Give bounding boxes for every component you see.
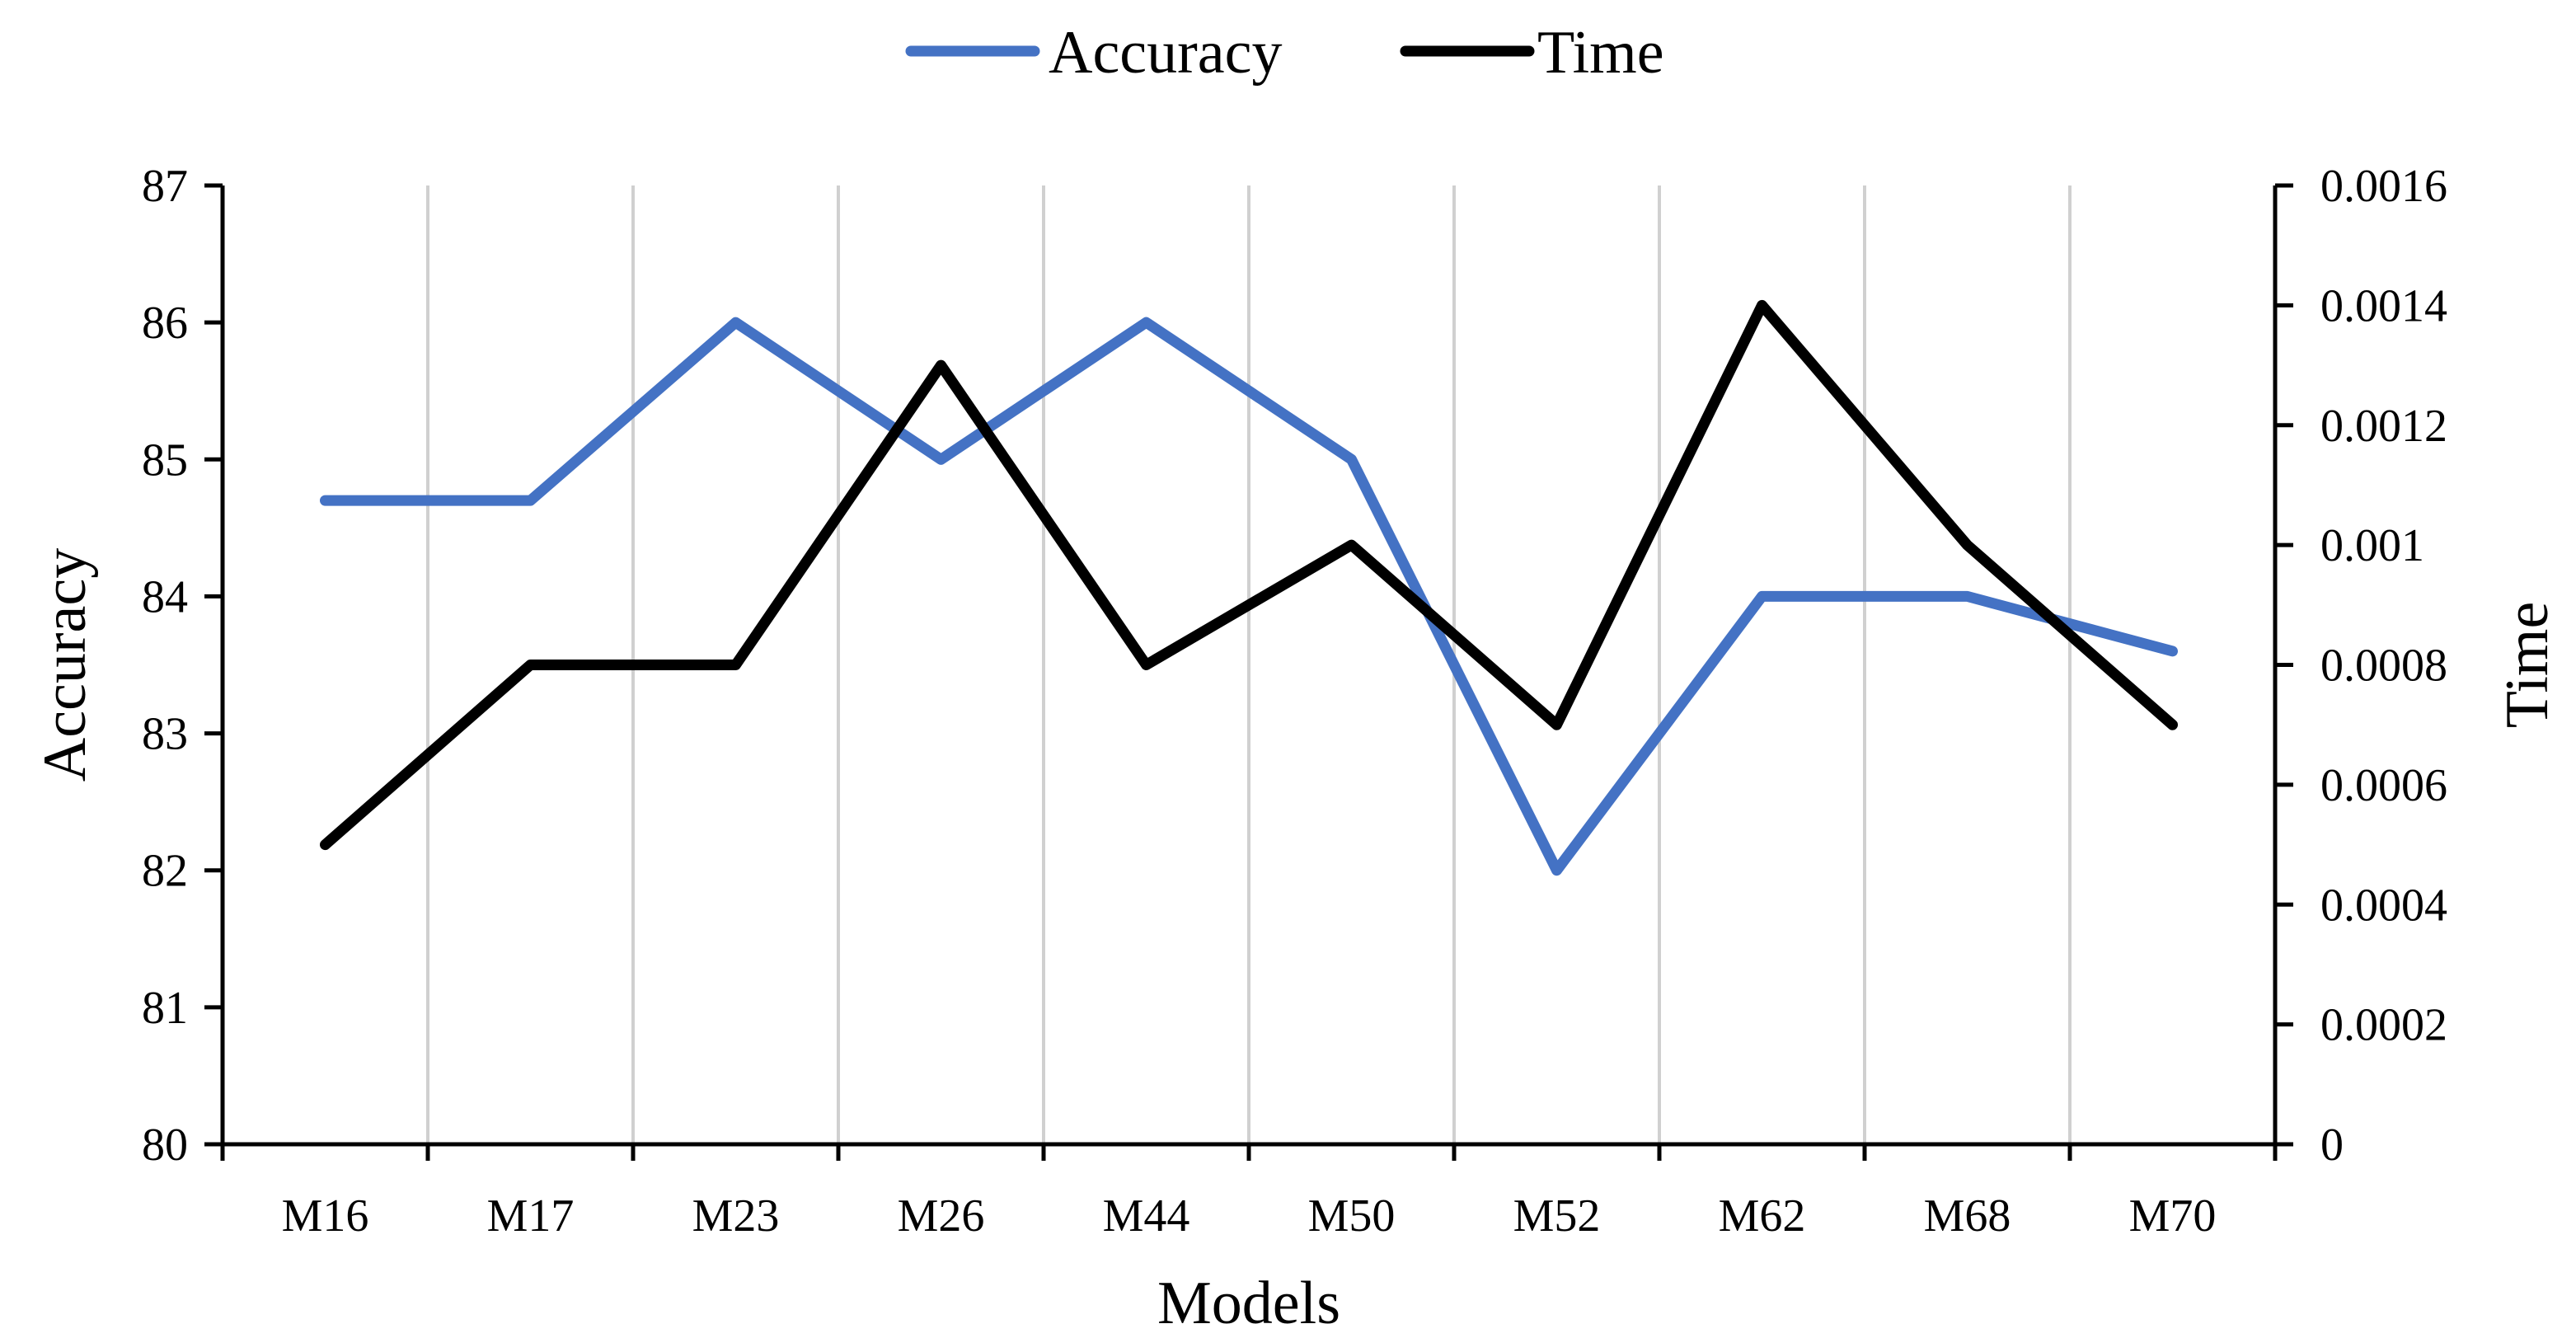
x-tick-label: M23 [692,1190,780,1242]
y-left-tick-label: 87 [142,161,188,212]
y-right-tick-label: 0.0006 [2320,760,2447,811]
x-tick-label: M62 [1719,1190,1806,1242]
y-left-tick-label: 82 [142,846,188,897]
axes: M16 M17 M23 M26 M44 M50 M52 M62 M68 M70 80 81 82 83 84… [142,161,2447,1242]
x-axis-title: Models [1157,1270,1340,1337]
y-axis-left-title: Accuracy [31,548,99,782]
y-right-tick-label: 0.0004 [2320,880,2447,931]
x-tick-label: M17 [487,1190,575,1242]
y-left-tick-label: 81 [142,983,188,1034]
series-line-time [320,299,2178,851]
y-left-tick-label: 84 [142,571,188,622]
y-right-tick-label: 0.001 [2320,520,2424,571]
y-right-tick-label: 0 [2320,1120,2344,1171]
legend-label-accuracy: Accuracy [1049,19,1282,87]
series [320,299,2178,876]
y-right-tick-label: 0.0008 [2320,641,2447,692]
y-left-tick-label: 80 [142,1120,188,1171]
x-tick-label: M70 [2129,1190,2217,1242]
x-tick-label: M52 [1513,1190,1601,1242]
legend: Accuracy Time [905,19,1664,87]
x-tick-label: M16 [282,1190,369,1242]
y-left-tick-label: 86 [142,298,188,349]
x-tick-label: M44 [1103,1190,1190,1242]
y-right-tick-label: 0.0002 [2320,1000,2447,1051]
x-tick-label: M26 [898,1190,985,1242]
x-tick-label: M68 [1924,1190,2011,1242]
legend-label-time: Time [1537,19,1664,87]
series-line-accuracy [320,317,2178,876]
y-axis-right-title: Time [2494,602,2561,729]
y-left-tick-label: 83 [142,709,188,760]
y-left-tick-label: 85 [142,434,188,486]
y-right-tick-label: 0.0016 [2320,161,2447,212]
y-right-tick-label: 0.0012 [2320,401,2447,452]
x-tick-label: M50 [1308,1190,1396,1242]
y-right-tick-label: 0.0014 [2320,280,2447,331]
